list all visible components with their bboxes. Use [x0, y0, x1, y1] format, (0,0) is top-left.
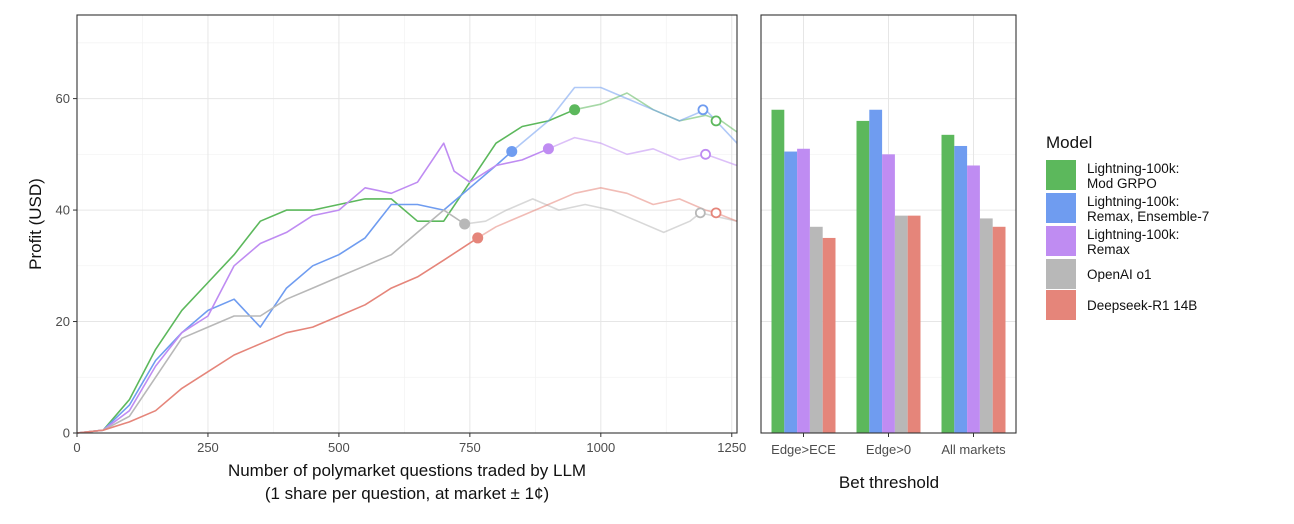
- bar-chart-x-axis-title: Bet threshold: [839, 473, 939, 492]
- series-open-marker-deepseek-r1-14b: [710, 207, 722, 219]
- legend-item-openai-o1: OpenAI o1: [1046, 259, 1152, 289]
- legend-label: OpenAI o1: [1087, 267, 1152, 282]
- series-marker-lightning-100k-remax-ensemble-7: [506, 146, 518, 158]
- legend-item-lightning-100k-mod-grpo: Lightning-100k: Mod GRPO: [1046, 160, 1179, 191]
- bar-edge-0-openai-o1: [894, 215, 908, 433]
- line-chart-x-axis-title: Number of polymarket questions traded by…: [228, 461, 586, 480]
- bar-edge-0-deepseek-r1-14b: [907, 215, 921, 433]
- x-tick-label: 1250: [717, 440, 746, 455]
- x-tick-label: 1000: [586, 440, 615, 455]
- series-marker-lightning-100k-remax: [542, 143, 554, 155]
- line-chart-frame: [76, 14, 738, 434]
- bar-edge-ece-lightning-100k-mod-grpo: [771, 109, 785, 433]
- series-open-marker-lightning-100k-mod-grpo: [710, 115, 722, 127]
- series-line-deepseek-r1-14b: [76, 237, 479, 434]
- legend-title: Model: [1046, 133, 1092, 152]
- bar-edge-ece-deepseek-r1-14b: [822, 237, 836, 433]
- series-line-held-out-deepseek-r1-14b: [477, 187, 738, 239]
- bar-all-markets-deepseek-r1-14b: [992, 226, 1006, 433]
- bar-edge-0-lightning-100k-mod-grpo: [856, 120, 870, 433]
- series-marker-openai-o1: [459, 218, 471, 230]
- line-chart-series: [76, 86, 738, 434]
- x-tick-label: 250: [197, 440, 219, 455]
- series-marker-lightning-100k-mod-grpo: [569, 104, 581, 116]
- x-tick-label: Edge>ECE: [771, 442, 836, 457]
- legend-item-lightning-100k-remax: Lightning-100k: Remax: [1046, 226, 1179, 257]
- series-line-lightning-100k-mod-grpo: [76, 108, 575, 434]
- bar-all-markets-lightning-100k-remax: [967, 165, 980, 434]
- line-chart-panel: 0 250 500 750 1000 1250 0 20 40 60 Number of pol…: [26, 14, 746, 503]
- legend-swatch: [1046, 226, 1076, 256]
- line-chart-y-axis-title: Profit (USD): [26, 178, 45, 270]
- y-tick-label: 20: [56, 314, 70, 329]
- bar-all-markets-lightning-100k-mod-grpo: [941, 134, 955, 433]
- legend-label: Deepseek-R1 14B: [1087, 298, 1197, 313]
- series-open-marker-lightning-100k-remax: [700, 148, 711, 160]
- x-tick-label: 0: [73, 440, 80, 455]
- bar-all-markets-openai-o1: [979, 218, 993, 433]
- bar-edge-0-lightning-100k-remax: [882, 154, 895, 434]
- legend-label: Lightning-100k: Mod GRPO: [1087, 161, 1179, 191]
- legend-label: Lightning-100k: Remax, Ensemble-7: [1087, 194, 1209, 224]
- y-tick-label: 60: [56, 91, 70, 106]
- legend: Model Lightning-100k: Mod GRPOLightning-1…: [1046, 133, 1209, 320]
- bar-edge-ece-lightning-100k-remax: [797, 148, 810, 433]
- bar-edge-ece-lightning-100k-remax-ensemble-7: [784, 151, 798, 433]
- legend-label: Lightning-100k: Remax: [1087, 227, 1179, 257]
- series-marker-deepseek-r1-14b: [472, 232, 484, 244]
- x-tick-label: Edge>0: [866, 442, 911, 457]
- y-tick-label: 0: [63, 426, 70, 441]
- line-chart-plot-area: [77, 15, 737, 433]
- series-line-openai-o1: [76, 209, 466, 434]
- bar-chart-x-ticks: Edge>ECE Edge>0 All markets: [771, 433, 1006, 457]
- legend-item-lightning-100k-remax-ensemble-7: Lightning-100k: Remax, Ensemble-7: [1046, 193, 1209, 224]
- bar-all-markets-lightning-100k-remax-ensemble-7: [954, 145, 968, 433]
- legend-swatch: [1046, 160, 1076, 190]
- series-open-marker-openai-o1: [694, 207, 706, 219]
- series-open-marker-lightning-100k-remax-ensemble-7: [697, 104, 709, 116]
- series-line-held-out-openai-o1: [464, 198, 738, 234]
- bar-chart-panel: Edge>ECE Edge>0 All markets Bet threshold: [760, 14, 1017, 492]
- line-chart-markers: [459, 104, 722, 244]
- legend-item-deepseek-r1-14b: Deepseek-R1 14B: [1046, 290, 1197, 320]
- series-line-lightning-100k-remax-ensemble-7: [76, 150, 513, 434]
- x-tick-label: 750: [459, 440, 481, 455]
- legend-swatch: [1046, 193, 1076, 223]
- line-chart-x-ticks: 0 250 500 750 1000 1250: [73, 433, 746, 455]
- bar-edge-ece-openai-o1: [809, 226, 823, 433]
- series-line-lightning-100k-remax: [76, 142, 549, 434]
- x-tick-label: 500: [328, 440, 350, 455]
- legend-swatch: [1046, 259, 1076, 289]
- bar-chart-bars: [771, 109, 1006, 434]
- legend-swatch: [1046, 290, 1076, 320]
- bar-edge-0-lightning-100k-remax-ensemble-7: [869, 109, 883, 433]
- series-line-held-out-lightning-100k-remax-ensemble-7: [511, 86, 738, 153]
- line-chart-y-ticks: 0 20 40 60: [56, 91, 77, 441]
- x-tick-label: All markets: [941, 442, 1006, 457]
- line-chart-x-axis-subtitle: (1 share per question, at market ± 1¢): [265, 484, 549, 503]
- y-tick-label: 40: [56, 203, 70, 218]
